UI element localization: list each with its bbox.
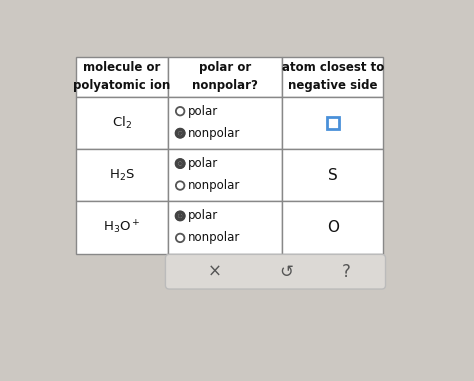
Text: H$_2$S: H$_2$S	[109, 168, 135, 182]
Circle shape	[176, 181, 184, 190]
Circle shape	[176, 212, 184, 220]
Circle shape	[176, 130, 184, 137]
Text: nonpolar: nonpolar	[188, 231, 241, 245]
Text: nonpolar: nonpolar	[188, 179, 241, 192]
Text: Cl$_2$: Cl$_2$	[112, 115, 132, 131]
Circle shape	[176, 160, 184, 167]
FancyBboxPatch shape	[165, 255, 385, 289]
Circle shape	[176, 159, 184, 168]
Bar	[76, 96, 168, 149]
Circle shape	[178, 214, 182, 218]
Circle shape	[176, 107, 184, 115]
Circle shape	[178, 162, 182, 166]
Text: molecule or
polyatomic ion: molecule or polyatomic ion	[73, 61, 171, 92]
Text: H$_3$O$^+$: H$_3$O$^+$	[103, 219, 141, 236]
Bar	[76, 149, 168, 201]
Text: S: S	[328, 168, 337, 182]
Bar	[327, 117, 339, 129]
Bar	[168, 96, 283, 149]
Text: O: O	[327, 220, 339, 235]
Circle shape	[178, 131, 182, 135]
Text: polar or
nonpolar?: polar or nonpolar?	[192, 61, 258, 92]
Text: polar: polar	[188, 157, 219, 170]
Circle shape	[176, 129, 184, 138]
Text: ↺: ↺	[279, 263, 293, 281]
Text: nonpolar: nonpolar	[188, 127, 241, 140]
Circle shape	[176, 212, 184, 220]
Circle shape	[176, 234, 184, 242]
Text: polar: polar	[188, 105, 219, 118]
Text: atom closest to
negative side: atom closest to negative side	[282, 61, 384, 92]
Bar	[76, 56, 168, 96]
Bar	[76, 201, 168, 254]
Bar	[168, 56, 283, 96]
Bar	[168, 201, 283, 254]
Text: polar: polar	[188, 210, 219, 223]
Bar	[168, 149, 283, 201]
Bar	[283, 96, 383, 149]
Text: ×: ×	[208, 263, 222, 281]
Bar	[283, 56, 383, 96]
Bar	[283, 149, 383, 201]
Text: ?: ?	[342, 263, 351, 281]
Bar	[283, 201, 383, 254]
